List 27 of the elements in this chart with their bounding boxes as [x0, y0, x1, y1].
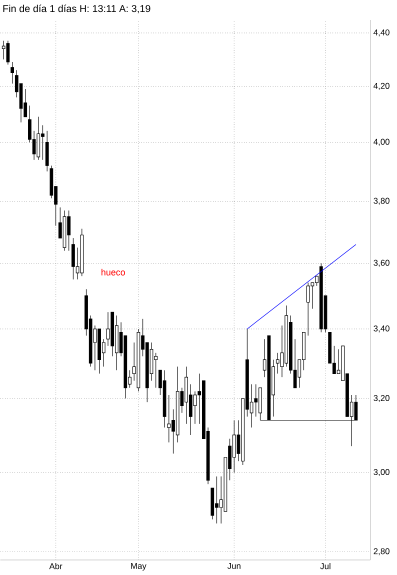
x-tick-label: Jun	[227, 563, 240, 569]
y-tick-label: 3,80	[374, 198, 390, 205]
x-tick-label: Abr	[49, 563, 62, 570]
candlestick	[276, 352, 280, 374]
candlestick	[106, 312, 110, 346]
candlestick	[67, 210, 70, 252]
candlestick	[6, 40, 10, 65]
y-tick-label: 3,00	[374, 469, 390, 476]
candlestick	[232, 420, 236, 473]
y-tick-label: 2,80	[374, 548, 390, 556]
y-tick-label: 3,20	[374, 395, 390, 402]
candlestick	[193, 391, 197, 424]
candlestick	[10, 62, 14, 84]
x-tick-label: Jul	[320, 563, 330, 570]
y-tick-label: 3,40	[374, 325, 390, 332]
candlestick	[306, 282, 310, 336]
x-tick-label: May	[131, 563, 146, 571]
candlestick	[40, 124, 44, 160]
y-tick-label: 3,60	[374, 260, 390, 267]
y-tick-label: 4,20	[373, 82, 390, 90]
chart-title: Fin de día 1 días H: 13:11 A: 3,19	[3, 4, 150, 14]
y-tick-label: 4,00	[373, 138, 390, 146]
candlestick	[45, 130, 49, 172]
y-tick-label: 4,40	[373, 29, 390, 36]
candlestick	[154, 352, 158, 388]
candlestick	[2, 40, 6, 60]
annotation: hueco	[101, 268, 125, 276]
